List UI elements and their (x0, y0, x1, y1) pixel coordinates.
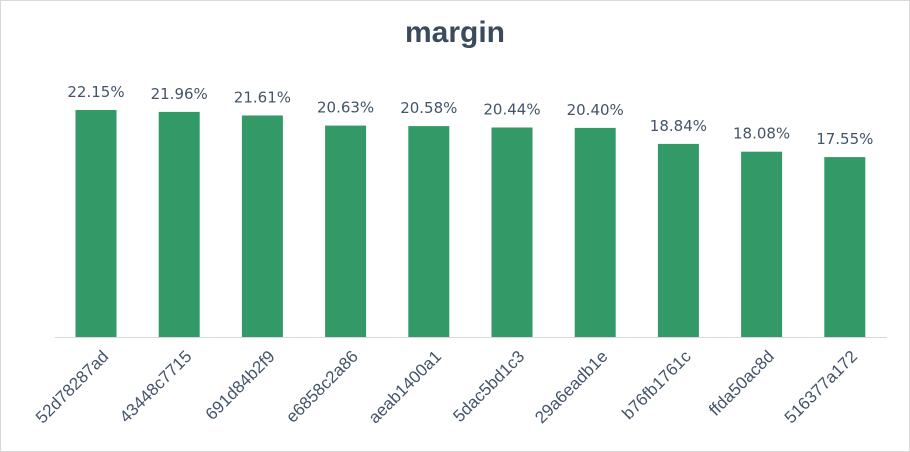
data-label: 21.61% (234, 89, 291, 107)
data-label: 18.08% (733, 125, 790, 143)
data-label: 17.55% (816, 130, 873, 148)
data-label: 20.58% (400, 99, 457, 117)
x-tick-label: aeab1400a1 (365, 347, 445, 427)
data-label: 22.15% (67, 83, 124, 101)
x-tick-label: e6858c2a86 (282, 347, 362, 427)
x-tick-label: 516377a172 (781, 347, 861, 427)
bar-691d84b2f9 (241, 115, 283, 337)
x-tick-label: 43448c7715 (116, 347, 196, 427)
data-label: 20.44% (483, 101, 540, 119)
x-tick-label: 691d84b2f9 (202, 347, 279, 424)
data-label: 21.96% (151, 85, 208, 103)
bar-b76fb1761c (657, 143, 699, 337)
x-tick-label: b76fb1761c (618, 347, 695, 424)
data-label: 18.84% (650, 117, 707, 135)
x-tick-label: ffda50ac8d (705, 347, 778, 420)
data-label: 20.63% (317, 99, 374, 117)
bar-43448c7715 (158, 111, 200, 338)
chart-title: margin (404, 16, 506, 49)
bar-aeab1400a1 (408, 126, 450, 337)
bar-52d78287ad (75, 110, 117, 337)
bar-5dac5bd1c3 (491, 127, 533, 337)
x-tick-label: 5dac5bd1c3 (449, 347, 528, 426)
x-tick-label: 52d78287ad (32, 347, 112, 427)
bar-29a6eadb1e (574, 127, 616, 338)
bar-516377a172 (824, 157, 866, 337)
x-tick-label: 29a6eadb1e (531, 347, 611, 427)
data-label: 20.40% (567, 101, 624, 119)
bar-ffda50ac8d (741, 151, 783, 337)
bar-e6858c2a86 (325, 125, 367, 337)
